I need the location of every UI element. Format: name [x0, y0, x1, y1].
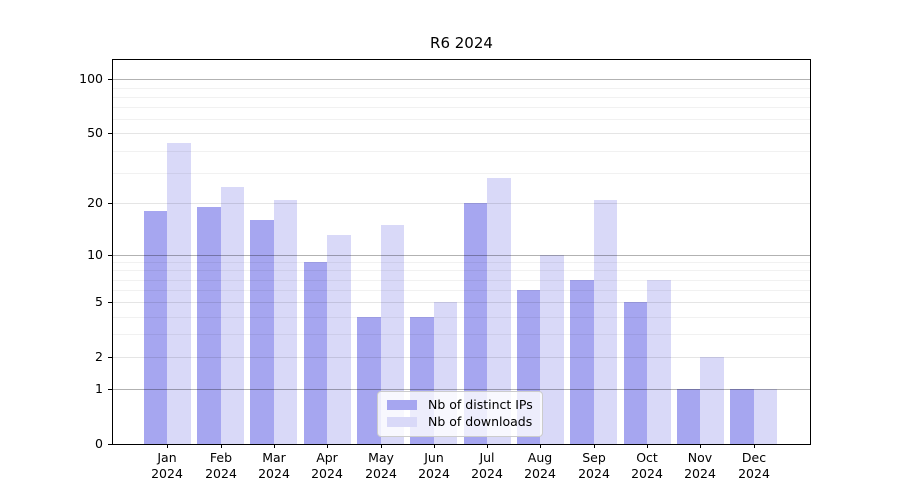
gridline-90 [113, 88, 810, 89]
bar-jan-downloads [167, 143, 191, 444]
chart-title: R6 2024 [430, 34, 493, 52]
gridline-100 [113, 79, 810, 80]
x-axis-label-jun: Jun 2024 [418, 450, 450, 481]
legend: Nb of distinct IPs Nb of downloads [377, 391, 543, 437]
gridline-30 [113, 173, 810, 174]
gridline-7 [113, 280, 810, 281]
y-axis-label-5: 5 [95, 294, 103, 309]
gridline-1 [113, 389, 810, 390]
legend-label-downloads: Nb of downloads [428, 414, 533, 429]
y-axis-tick-100 [108, 79, 112, 80]
bar-mar-distinct-ips [250, 220, 274, 444]
y-axis-tick-1 [108, 389, 112, 390]
x-axis-label-jul: Jul 2024 [471, 450, 503, 481]
bar-jan-distinct-ips [143, 211, 168, 444]
y-axis-tick-5 [108, 302, 112, 303]
gridline-10 [113, 255, 810, 256]
gridline-9 [113, 262, 810, 263]
x-axis-tick-dec [754, 444, 755, 448]
gridline-70 [113, 107, 810, 108]
bar-mar-downloads [273, 199, 298, 444]
bar-aug-downloads [540, 254, 564, 444]
x-axis-tick-may [381, 444, 382, 448]
legend-row-downloads: Nb of downloads [387, 414, 533, 430]
gridline-6 [113, 290, 810, 291]
legend-swatch-downloads [387, 417, 417, 427]
legend-swatch-distinct-ips [387, 400, 417, 410]
bar-oct-downloads [647, 279, 671, 444]
bar-nov-downloads [700, 357, 724, 444]
y-axis-tick-50 [108, 133, 112, 134]
y-axis-tick-2 [108, 357, 112, 358]
x-axis-tick-feb [221, 444, 222, 448]
legend-row-distinct-ips: Nb of distinct IPs [387, 397, 533, 413]
bar-may-downloads [380, 224, 404, 444]
bar-apr-downloads [327, 235, 351, 444]
x-axis-tick-oct [647, 444, 648, 448]
y-axis-label-10: 10 [87, 247, 103, 262]
x-axis-label-may: May 2024 [365, 450, 397, 481]
x-axis-tick-jun [434, 444, 435, 448]
y-axis-tick-10 [108, 255, 112, 256]
y-axis-label-2: 2 [95, 349, 103, 364]
x-axis-label-sep: Sep 2024 [578, 450, 610, 481]
x-axis-label-nov: Nov 2024 [684, 450, 716, 481]
x-axis-label-aug: Aug 2024 [524, 450, 556, 481]
x-axis-label-oct: Oct 2024 [631, 450, 663, 481]
gridline-60 [113, 119, 810, 120]
y-axis-label-20: 20 [87, 195, 103, 210]
y-axis-label-1: 1 [95, 381, 103, 396]
gridline-20 [113, 203, 810, 204]
bar-sep-downloads [593, 199, 618, 444]
bar-feb-distinct-ips [197, 207, 221, 444]
bar-dec-distinct-ips [730, 389, 754, 444]
x-axis-label-jan: Jan 2024 [151, 450, 183, 481]
bar-nov-distinct-ips [676, 389, 701, 444]
x-axis-tick-jan [167, 444, 168, 448]
bar-oct-distinct-ips [623, 302, 647, 444]
y-axis-tick-0 [108, 444, 112, 445]
x-axis-tick-apr [327, 444, 328, 448]
legend-label-distinct-ips: Nb of distinct IPs [428, 397, 533, 412]
gridline-50 [113, 133, 810, 134]
bar-apr-distinct-ips [303, 262, 328, 444]
gridline-40 [113, 151, 810, 152]
x-axis-label-mar: Mar 2024 [258, 450, 290, 481]
bar-feb-downloads [220, 186, 245, 444]
x-axis-tick-aug [540, 444, 541, 448]
x-axis-tick-mar [274, 444, 275, 448]
x-axis-tick-jul [487, 444, 488, 448]
bar-dec-downloads [753, 389, 778, 444]
plot-area [112, 59, 811, 445]
x-axis-label-apr: Apr 2024 [311, 450, 343, 481]
bar-jul-downloads [487, 177, 511, 444]
x-axis-label-feb: Feb 2024 [205, 450, 237, 481]
y-axis-label-0: 0 [95, 436, 103, 451]
y-axis-tick-20 [108, 203, 112, 204]
gridline-4 [113, 317, 810, 318]
gridline-3 [113, 334, 810, 335]
x-axis-tick-sep [594, 444, 595, 448]
gridline-80 [113, 97, 810, 98]
gridline-8 [113, 270, 810, 271]
gridline-2 [113, 357, 810, 358]
x-axis-label-dec: Dec 2024 [738, 450, 770, 481]
y-axis-label-50: 50 [87, 125, 103, 140]
bar-sep-distinct-ips [570, 279, 594, 444]
x-axis-tick-nov [700, 444, 701, 448]
gridline-5 [113, 302, 810, 303]
bar-may-distinct-ips [357, 316, 381, 444]
bar-jul-distinct-ips [463, 203, 488, 444]
y-axis-label-100: 100 [79, 71, 103, 86]
